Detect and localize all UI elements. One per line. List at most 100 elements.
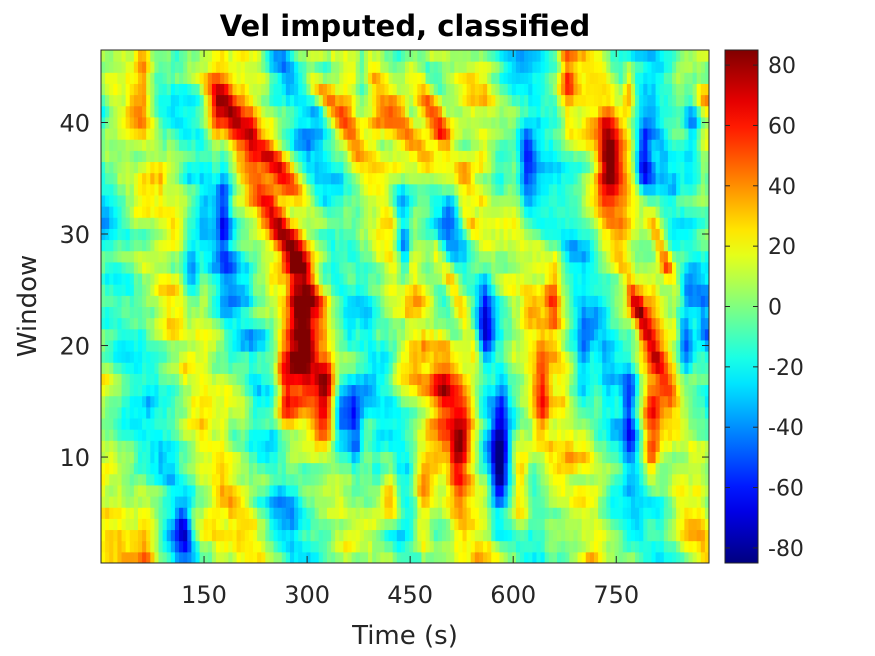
heatmap-cell: [441, 484, 447, 497]
heatmap-cell: [659, 518, 665, 531]
heatmap-cell: [298, 183, 303, 196]
heatmap-cell: [680, 250, 685, 263]
heatmap-cell: [170, 473, 176, 486]
heatmap-cell: [692, 451, 698, 464]
heatmap-cell: [663, 306, 669, 319]
heatmap-cell: [133, 261, 139, 274]
heatmap-cell: [458, 507, 464, 519]
heatmap-cell: [285, 284, 291, 296]
heatmap-cell: [355, 406, 361, 419]
heatmap-cell: [326, 540, 332, 553]
heatmap-cell: [704, 440, 710, 452]
heatmap-cell: [343, 473, 348, 486]
heatmap-cell: [285, 507, 291, 519]
heatmap-cell: [162, 328, 168, 341]
heatmap-cell: [199, 518, 205, 531]
heatmap-cell: [326, 406, 332, 419]
heatmap-cell: [643, 384, 648, 397]
heatmap-cell: [101, 306, 106, 319]
heatmap-cell: [211, 473, 217, 486]
heatmap-cell: [113, 351, 118, 363]
heatmap-cell: [503, 551, 509, 564]
heatmap-cell: [158, 418, 164, 430]
heatmap-cell: [499, 462, 505, 475]
heatmap-cell: [602, 529, 607, 542]
heatmap-cell: [561, 529, 566, 542]
heatmap-cell: [285, 451, 291, 464]
heatmap-cell: [281, 295, 287, 307]
heatmap-cell: [606, 228, 611, 241]
heatmap-cell: [474, 406, 480, 419]
heatmap-cell: [142, 451, 147, 464]
heatmap-cell: [651, 484, 657, 497]
heatmap-cell: [269, 261, 275, 274]
heatmap-cell: [331, 317, 336, 330]
heatmap-cell: [602, 373, 607, 386]
heatmap-cell: [322, 406, 328, 419]
heatmap-cell: [569, 496, 574, 508]
heatmap-cell: [121, 228, 127, 241]
heatmap-cell: [585, 406, 591, 419]
heatmap-cell: [289, 295, 295, 307]
heatmap-cell: [306, 551, 312, 564]
heatmap-cell: [294, 484, 299, 497]
heatmap-cell: [667, 507, 673, 519]
heatmap-cell: [552, 406, 558, 419]
heatmap-cell: [211, 295, 217, 307]
heatmap-cell: [306, 418, 312, 430]
heatmap-cell: [684, 250, 689, 263]
heatmap-cell: [187, 473, 192, 486]
heatmap-cell: [170, 217, 176, 229]
heatmap-cell: [289, 284, 295, 296]
heatmap-cell: [285, 418, 291, 430]
heatmap-cell: [363, 418, 369, 430]
heatmap-cell: [552, 339, 558, 352]
heatmap-cell: [195, 194, 201, 207]
heatmap-cell: [552, 518, 558, 531]
heatmap-cell: [544, 183, 550, 196]
heatmap-cell: [380, 183, 385, 196]
heatmap-cell: [417, 384, 422, 397]
heatmap-cell: [216, 239, 221, 252]
heatmap-cell: [363, 261, 369, 274]
heatmap-cell: [125, 339, 131, 352]
heatmap-cell: [191, 507, 196, 519]
heatmap-cell: [302, 529, 307, 542]
heatmap-cell: [277, 496, 283, 508]
heatmap-cell: [446, 339, 451, 352]
heatmap-cell: [552, 317, 558, 330]
heatmap-cell: [626, 384, 632, 397]
heatmap-cell: [137, 351, 143, 363]
heatmap-cell: [688, 362, 694, 374]
heatmap-cell: [573, 384, 579, 397]
heatmap-cell: [429, 395, 435, 408]
heatmap-cell: [236, 351, 242, 363]
heatmap-cell: [474, 295, 480, 307]
heatmap-cell: [462, 440, 468, 452]
heatmap-cell: [647, 451, 652, 464]
heatmap-cell: [692, 206, 698, 218]
heatmap-cell: [388, 217, 394, 229]
heatmap-cell: [630, 217, 636, 229]
heatmap-cell: [569, 217, 574, 229]
heatmap-cell: [113, 206, 118, 218]
heatmap-cell: [495, 206, 500, 218]
heatmap-cell: [195, 217, 201, 229]
heatmap-cell: [162, 507, 168, 519]
heatmap-cell: [220, 373, 225, 386]
heatmap-cell: [581, 462, 587, 475]
heatmap-cell: [183, 284, 188, 296]
heatmap-cell: [495, 551, 500, 564]
heatmap-cell: [146, 384, 151, 397]
heatmap-cell: [347, 384, 353, 397]
heatmap-cell: [109, 440, 114, 452]
heatmap-cell: [528, 295, 533, 307]
heatmap-cell: [347, 328, 353, 341]
heatmap-cell: [125, 551, 131, 564]
heatmap-cell: [487, 406, 492, 419]
heatmap-cell: [532, 273, 537, 285]
heatmap-cell: [265, 384, 270, 397]
heatmap-cell: [269, 462, 275, 475]
heatmap-cell: [540, 451, 546, 464]
